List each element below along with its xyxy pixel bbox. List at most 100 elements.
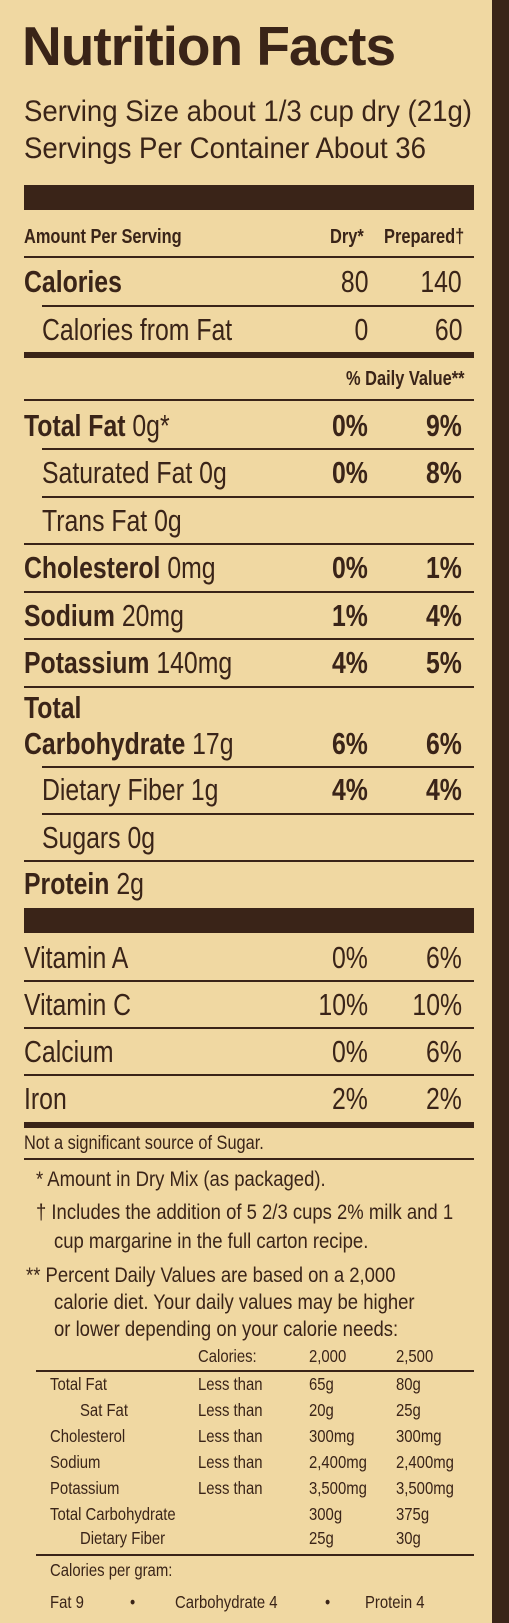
dv-row-2500: 375g [396, 1504, 430, 1524]
bullet: • [130, 1592, 136, 1612]
dv-row-2500: 25g [396, 1400, 421, 1420]
cholesterol-dry: 0% [332, 550, 368, 585]
dv-row-nutrient: Total Fat [50, 1374, 108, 1394]
vitamin-a-prepared: 6% [426, 940, 462, 975]
total-carb-prepared: 6% [426, 726, 462, 761]
medium-divider [24, 352, 474, 358]
dv-row-qualifier: Less than [198, 1374, 263, 1394]
sodium-dry: 1% [332, 598, 368, 633]
total-fat-label: Total Fat 0g* [24, 408, 170, 443]
vitamin-a-dry: 0% [332, 940, 368, 975]
bullet: • [325, 1592, 331, 1612]
servings-per-container: Servings Per Container About 36 [24, 132, 426, 165]
divider [24, 591, 474, 593]
dv-row-nutrient: Cholesterol [50, 1426, 126, 1446]
divider [24, 980, 474, 982]
dv-row-2500: 300mg [396, 1426, 442, 1446]
calories-from-fat-dry: 0 [354, 312, 368, 347]
dv-row-nutrient: Sodium [50, 1452, 101, 1472]
dietary-fiber-dry: 4% [332, 772, 368, 807]
dv-row-2500: 2,400mg [396, 1452, 454, 1472]
dietary-fiber-label: Dietary Fiber 1g [42, 772, 219, 807]
dv-row-2000: 300g [309, 1504, 343, 1524]
divider [42, 813, 474, 815]
iron-label: Iron [24, 1081, 67, 1116]
prepared-note-line1: † Includes the addition of 5 2/3 cups 2%… [36, 1201, 454, 1224]
daily-value-header: % Daily Value** [346, 368, 465, 390]
calories-label: Calories [24, 264, 122, 299]
dietary-fiber-prepared: 4% [426, 772, 462, 807]
dv-row-qualifier: Less than [198, 1400, 263, 1420]
dry-header: Dry* [330, 226, 364, 248]
divider [42, 496, 474, 498]
daily-value-note-line2: calorie diet. Your daily values may be h… [54, 1291, 415, 1314]
dry-mix-note: * Amount in Dry Mix (as packaged). [36, 1168, 326, 1191]
dv-row-nutrient: Dietary Fiber [80, 1528, 166, 1548]
calcium-prepared: 6% [426, 1034, 462, 1069]
dv-row-nutrient: Total Carbohydrate [50, 1504, 176, 1524]
potassium-dry: 4% [332, 645, 368, 680]
dv-table-2000-header: 2,000 [309, 1346, 347, 1366]
dv-row-2500: 3,500mg [396, 1478, 454, 1498]
protein-per-gram: Protein 4 [365, 1592, 425, 1612]
calories-per-gram-label: Calories per gram: [50, 1560, 173, 1580]
divider [36, 1554, 474, 1556]
thick-divider [24, 908, 474, 933]
divider [42, 305, 474, 307]
label-title: Nutrition Facts [22, 15, 396, 77]
potassium-label: Potassium 140mg [24, 645, 233, 680]
dv-row-nutrient: Sat Fat [80, 1400, 128, 1420]
amount-per-serving-header: Amount Per Serving [24, 226, 182, 248]
divider [42, 448, 474, 450]
dv-row-2000: 2,400mg [309, 1452, 367, 1472]
iron-dry: 2% [332, 1081, 368, 1116]
cholesterol-label: Cholesterol 0mg [24, 550, 216, 585]
sodium-prepared: 4% [426, 598, 462, 633]
divider [24, 399, 474, 401]
calcium-label: Calcium [24, 1034, 114, 1069]
divider [24, 543, 474, 545]
total-carb-dry: 6% [332, 726, 368, 761]
dv-row-2500: 30g [396, 1528, 421, 1548]
divider [36, 1370, 474, 1372]
divider [24, 256, 474, 258]
sugars-label: Sugars 0g [42, 820, 156, 855]
dv-row-2000: 65g [309, 1374, 334, 1394]
cholesterol-prepared: 1% [426, 550, 462, 585]
vitamin-c-prepared: 10% [412, 987, 462, 1022]
dv-table-2500-header: 2,500 [396, 1346, 434, 1366]
total-fat-prepared: 9% [426, 408, 462, 443]
dv-row-2000: 20g [309, 1400, 334, 1420]
potassium-prepared: 5% [426, 645, 462, 680]
calcium-dry: 0% [332, 1034, 368, 1069]
saturated-fat-prepared: 8% [426, 455, 462, 490]
dv-row-qualifier: Less than [198, 1452, 263, 1472]
vitamin-c-dry: 10% [318, 987, 368, 1022]
dv-row-2000: 300mg [309, 1426, 355, 1446]
box-edge [492, 0, 509, 1623]
fat-per-gram: Fat 9 [50, 1592, 84, 1612]
daily-value-note-line1: ** Percent Daily Values are based on a 2… [26, 1264, 396, 1287]
divider [24, 638, 474, 640]
dv-row-qualifier: Less than [198, 1478, 263, 1498]
prepared-header: Prepared† [384, 226, 465, 248]
serving-size: Serving Size about 1/3 cup dry (21g) [24, 95, 472, 128]
saturated-fat-dry: 0% [332, 455, 368, 490]
calories-from-fat-label: Calories from Fat [42, 312, 233, 347]
iron-prepared: 2% [426, 1081, 462, 1116]
saturated-fat-label: Saturated Fat 0g [42, 455, 227, 490]
dv-row-2000: 25g [309, 1528, 334, 1548]
total-fat-dry: 0% [332, 408, 368, 443]
dv-table-calories-label: Calories: [198, 1346, 257, 1366]
nutrition-label: Nutrition Facts Serving Size about 1/3 c… [0, 0, 492, 1623]
trans-fat-label: Trans Fat 0g [42, 503, 182, 538]
divider [24, 1027, 474, 1029]
dv-row-qualifier: Less than [198, 1426, 263, 1446]
sugar-note: Not a significant source of Sugar. [24, 1133, 264, 1154]
total-carb-label-line1: Total [24, 690, 82, 725]
dv-row-nutrient: Potassium [50, 1478, 120, 1498]
sodium-label: Sodium 20mg [24, 598, 184, 633]
divider [24, 1074, 474, 1076]
vitamin-c-label: Vitamin C [24, 987, 132, 1022]
carbohydrate-per-gram: Carbohydrate 4 [175, 1592, 278, 1612]
